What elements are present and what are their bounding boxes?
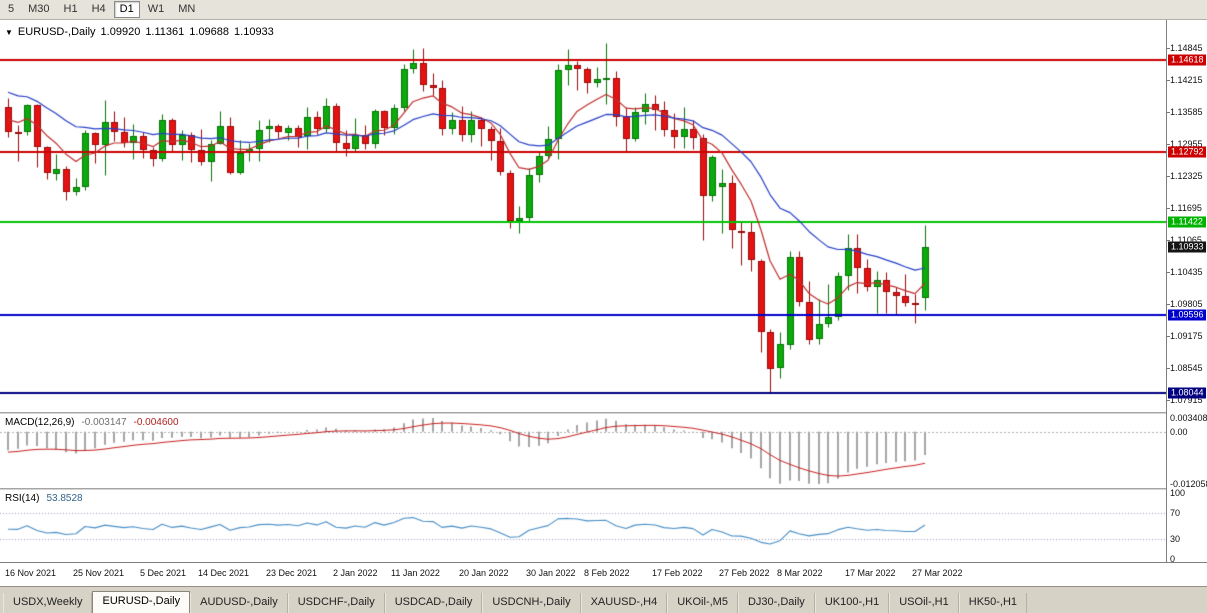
timeframe-button-w1[interactable]: W1 [147, 3, 165, 15]
date-label: 17 Mar 2022 [845, 568, 896, 578]
chart-tab[interactable]: USDCNH-,Daily [482, 593, 581, 613]
price-tick-label: 1.13585 [1170, 106, 1203, 117]
price-badge: 1.10933 [1168, 241, 1206, 253]
date-label: 27 Mar 2022 [912, 568, 963, 578]
chart-tab[interactable]: UKOil-,M5 [667, 593, 738, 613]
rsi-indicator-label: RSI(14) 53.8528 [5, 493, 83, 504]
timeframe-button-m30[interactable]: M30 [28, 3, 50, 15]
date-label: 8 Feb 2022 [584, 568, 630, 578]
price-axis-tick [1167, 368, 1170, 369]
price-axis-tick [1167, 48, 1170, 49]
price-axis-tick [1167, 240, 1170, 241]
price-tick-label: 1.12325 [1170, 170, 1203, 181]
price-tick-label: 1.08545 [1170, 363, 1203, 373]
chart-tab-bar: USDX,Weekly EURUSD-,Daily AUDUSD-,Daily USD… [0, 586, 1207, 613]
price-axis-tick [1167, 112, 1170, 113]
macd-main-value: -0.003147 [81, 417, 127, 428]
price-axis-tick [1167, 272, 1170, 273]
chart-marker-icon: ▼ [5, 28, 13, 37]
price-tick-label: 1.14215 [1170, 74, 1203, 85]
timeframe-button-5[interactable]: 5 [8, 3, 15, 15]
date-label: 11 Jan 2022 [391, 568, 440, 578]
rsi-axis-label: 70 [1170, 507, 1181, 518]
price-tick-label: 1.10435 [1170, 267, 1203, 277]
timeframe-button-d1[interactable]: D1 [113, 1, 140, 18]
price-axis-tick [1167, 80, 1170, 81]
price-axis-tick [1167, 144, 1170, 145]
chart-tab[interactable]: XAUUSD-,H4 [580, 593, 668, 613]
price-tick-label: 1.09175 [1170, 331, 1203, 341]
macd-indicator-label: MACD(12,26,9) -0.003147 -0.004600 [5, 417, 179, 428]
macd-signal-value: -0.004600 [133, 417, 179, 428]
rsi-pane-canvas[interactable] [0, 490, 1166, 562]
price-tick-label: 1.09805 [1170, 299, 1203, 309]
price-axis-tick [1167, 400, 1170, 401]
date-label: 14 Dec 2021 [198, 568, 250, 578]
timeframe-button-mn[interactable]: MN [178, 3, 196, 15]
rsi-title: RSI(14) [5, 493, 40, 504]
chart-tab[interactable]: EURUSD-,Daily [92, 591, 191, 613]
rsi-value: 53.8528 [46, 493, 83, 504]
price-badge: 1.14618 [1168, 54, 1206, 66]
price-badge: 1.11422 [1168, 216, 1206, 228]
chart-tab[interactable]: USOil-,H1 [889, 593, 959, 613]
chart-symbol-label: EURUSD-,Daily [17, 26, 96, 38]
chart-tab[interactable]: UK100-,H1 [814, 593, 890, 613]
macd-axis-label: 0.00 [1170, 426, 1188, 437]
chart-tab[interactable]: USDCHF-,Daily [287, 593, 385, 613]
price-badge: 1.08044 [1168, 387, 1206, 399]
macd-title: MACD(12,26,9) [5, 417, 75, 428]
price-axis-tick [1167, 336, 1170, 337]
price-tick-label: 1.07915 [1170, 395, 1203, 405]
price-tick-label: 1.11065 [1170, 235, 1202, 245]
ohlc-close-value: 1.10933 [234, 26, 274, 38]
chart-tab[interactable]: DJ30-,Daily [737, 593, 815, 613]
chart-window: ▼ EURUSD-,Daily 1.09920 1.11361 1.09688 1.109… [0, 20, 1207, 586]
price-tick-label: 1.11695 [1170, 202, 1202, 213]
macd-pane-canvas[interactable] [0, 414, 1166, 488]
pane-separator-macd[interactable] [0, 412, 1207, 414]
ohlc-low-value: 1.09688 [189, 26, 230, 38]
date-label: 8 Mar 2022 [777, 568, 823, 578]
date-label: 30 Jan 2022 [526, 568, 576, 578]
rsi-axis-label: 100 [1170, 488, 1186, 498]
date-label: 17 Feb 2022 [652, 568, 703, 578]
price-badge: 1.09596 [1168, 309, 1206, 321]
chart-ohlc-readout: ▼ EURUSD-,Daily 1.09920 1.11361 1.09688 1.109… [5, 26, 279, 38]
price-axis[interactable]: 1.14845 1.14215 1.13585 1.12955 1.12325 1.116… [1166, 20, 1207, 564]
main-chart-canvas[interactable] [0, 20, 1166, 412]
date-label: 20 Jan 2022 [459, 568, 509, 578]
date-label: 25 Nov 2021 [73, 568, 125, 578]
price-axis-tick [1167, 176, 1170, 177]
time-axis[interactable]: 16 Nov 2021 25 Nov 2021 5 Dec 2021 14 Dec 2… [0, 562, 1207, 586]
ohlc-open-value: 1.09920 [100, 26, 141, 38]
date-label: 5 Dec 2021 [140, 568, 187, 578]
price-tick-label: 1.12955 [1170, 138, 1203, 149]
chart-tab[interactable]: HK50-,H1 [958, 593, 1028, 613]
timeframe-button-h4[interactable]: H4 [91, 3, 106, 15]
timeframe-toolbar: 5 M30 H1 H4 D1 W1 MN [0, 0, 1207, 20]
date-label: 23 Dec 2021 [266, 568, 318, 578]
price-tick-label: 1.14845 [1170, 42, 1203, 53]
chart-tab[interactable]: AUDUSD-,Daily [190, 593, 288, 613]
timeframe-button-h1[interactable]: H1 [63, 3, 78, 15]
rsi-axis-label: 30 [1170, 534, 1181, 545]
date-label: 16 Nov 2021 [5, 568, 57, 578]
pane-separator-rsi[interactable] [0, 488, 1207, 490]
chart-tab[interactable]: USDX,Weekly [3, 593, 93, 613]
macd-axis-label: 0.003408 [1170, 413, 1207, 423]
price-axis-tick [1167, 304, 1170, 305]
date-label: 27 Feb 2022 [719, 568, 770, 578]
chart-tab[interactable]: USDCAD-,Daily [384, 593, 483, 613]
price-axis-tick [1167, 208, 1170, 209]
date-label: 2 Jan 2022 [333, 568, 378, 578]
ohlc-high-value: 1.11361 [145, 26, 185, 38]
rsi-axis-label: 0 [1170, 554, 1176, 564]
price-badge: 1.12792 [1168, 146, 1206, 158]
macd-axis-label: -0.012058 [1170, 479, 1207, 489]
